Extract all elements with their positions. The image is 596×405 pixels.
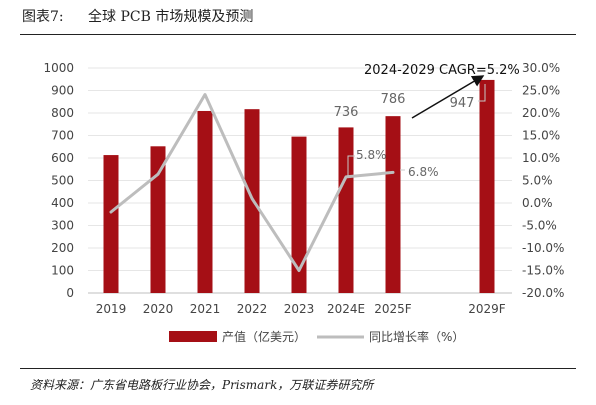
bar-value-label: 786 [381,92,406,107]
cagr-arrow [411,75,485,119]
top-rule [20,34,576,35]
y-left-tick-label: 500 [51,174,74,188]
bar-value-label: 947 [450,96,475,111]
bar [150,146,166,293]
y-left-tick-label: 100 [51,264,74,278]
x-tick-label: 2021 [190,302,221,316]
growth-value-label: 6.8% [408,165,439,179]
y-right-tick-label: 5.0% [522,174,553,188]
y-right-tick-label: 15.0% [522,129,560,143]
y-left-tick-label: 700 [51,129,74,143]
y-left-tick-label: 1000 [43,61,74,75]
legend-line-label: 同比增长率（%） [369,329,464,344]
x-tick-label: 2019 [96,302,127,316]
y-right-tick-label: -15.0% [522,264,564,278]
bar [479,79,495,293]
y-left-tick-label: 200 [51,241,74,255]
x-tick-label: 2023 [284,302,315,316]
y-right-tick-label: 25.0% [522,84,560,98]
growth-value-label: 5.8% [356,148,387,162]
bar-value-label: 736 [334,105,359,120]
y-right-tick-label: -20.0% [522,286,564,300]
growth-line [109,93,395,272]
y-left-tick-label: 900 [51,84,74,98]
y-right-tick-label: 0.0% [522,196,553,210]
legend-bar-swatch [169,331,217,342]
bar [385,116,401,294]
y-left-tick-label: 0 [66,286,74,300]
figure-title: 图表7: 全球 PCB 市场规模及预测 [22,6,253,26]
y-left-tick-label: 300 [51,219,74,233]
legend-bar-label: 产值（亿美元） [222,329,306,344]
x-tick-label: 2022 [237,302,268,316]
bar [103,155,119,293]
y-right-tick-label: -5.0% [522,219,557,233]
x-tick-label: 2020 [143,302,174,316]
callout-bracket [347,155,355,176]
bar [197,110,213,293]
cagr-label: 2024-2029 CAGR=5.2% [364,63,520,78]
callout-bracket [478,84,486,102]
y-left-tick-label: 600 [51,151,74,165]
y-right-tick-label: -10.0% [522,241,564,255]
bar [338,127,354,294]
y-right-tick-label: 10.0% [522,151,560,165]
figure-number: 图表7: [22,9,64,25]
figure-title-text: 全球 PCB 市场规模及预测 [88,9,254,25]
x-tick-label: 2024E [327,302,365,316]
x-tick-label: 2025F [374,302,412,316]
x-tick-label: 2029F [468,302,506,316]
bottom-rule [20,368,576,369]
y-left-tick-label: 800 [51,106,74,120]
y-left-tick-label: 400 [51,196,74,210]
source-note: 资料来源：广东省电路板行业协会，Prismark，万联证券研究所 [30,378,374,392]
y-right-tick-label: 20.0% [522,106,560,120]
y-right-tick-label: 30.0% [522,61,560,75]
bar [291,136,307,293]
